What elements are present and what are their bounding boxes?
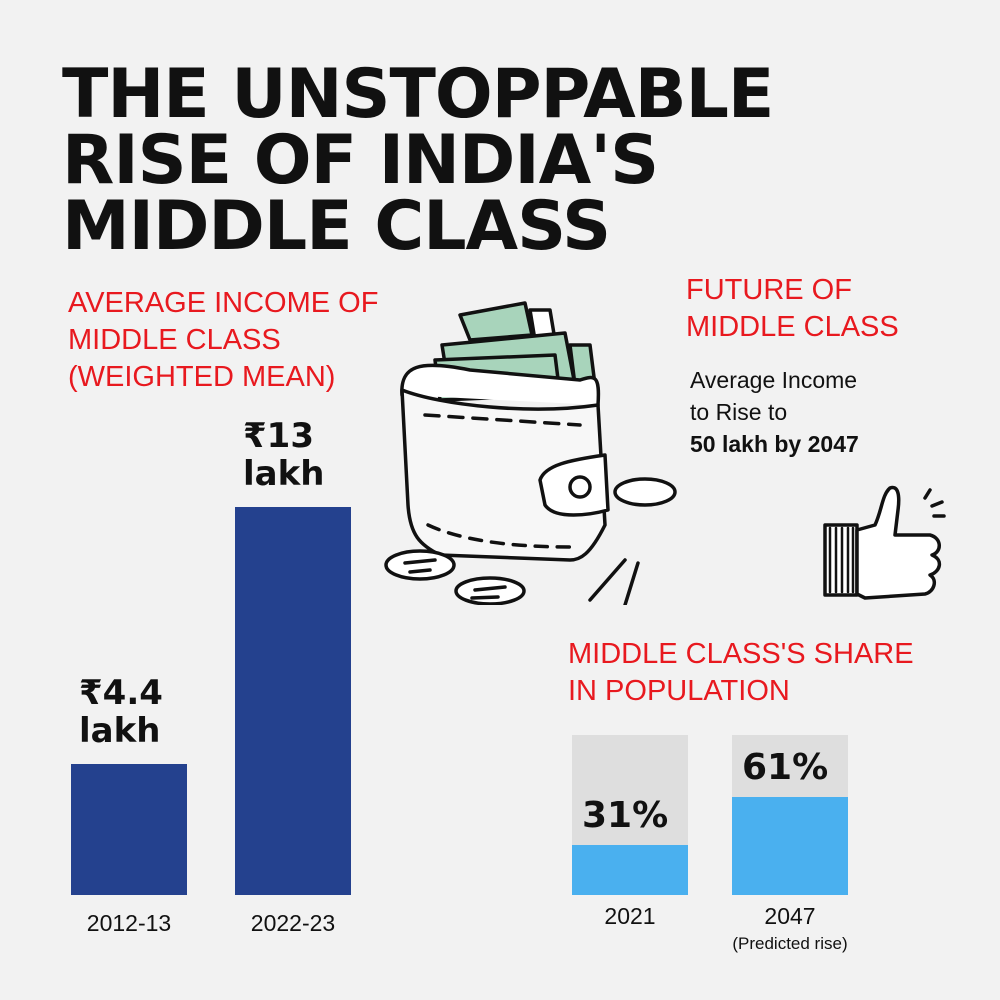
share-category-label: 2021 <box>604 903 656 929</box>
share-value-label: 61% <box>742 747 829 789</box>
future-heading: FUTURE OF MIDDLE CLASS <box>686 272 899 346</box>
share-bar-background <box>572 735 688 895</box>
income-value-label: ₹13 lakh <box>243 417 324 493</box>
future-text-line: to Rise to <box>690 399 788 425</box>
income-bar <box>235 507 351 895</box>
share-value-label: 31% <box>582 795 669 837</box>
income-value-line: lakh <box>243 454 325 494</box>
share-sublabel: (Predicted rise) <box>732 934 848 953</box>
income-value-line: ₹13 <box>243 416 314 456</box>
future-highlight: 50 lakh by 2047 <box>690 431 859 457</box>
title-line: RISE OF INDIA'S <box>62 121 659 200</box>
heading-line: AVERAGE INCOME OF <box>68 287 379 319</box>
heading-line: MIDDLE CLASS'S SHARE <box>568 638 914 670</box>
share-category-label: 2047 <box>764 903 816 929</box>
page-title: THE UNSTOPPABLE RISE OF INDIA'S MIDDLE C… <box>62 55 774 266</box>
share-bar-background <box>732 735 848 895</box>
heading-line: MIDDLE CLASS <box>686 311 899 343</box>
share-heading: MIDDLE CLASS'S SHARE IN POPULATION <box>568 636 914 710</box>
future-text-line: Average Income <box>690 367 858 393</box>
income-category-label: 2012-13 <box>86 910 172 936</box>
income-bar <box>71 763 187 895</box>
income-value-line: ₹4.4 <box>79 672 163 713</box>
share-bar-fill <box>732 797 848 895</box>
wallet-illustration-icon <box>384 301 677 605</box>
heading-line: MIDDLE CLASS <box>68 324 281 356</box>
title-line: THE UNSTOPPABLE <box>62 55 774 134</box>
thumbs-up-icon <box>823 485 946 600</box>
income-heading: AVERAGE INCOME OF MIDDLE CLASS (WEIGHTED… <box>68 285 378 396</box>
heading-line: (WEIGHTED MEAN) <box>68 361 336 393</box>
title-line: MIDDLE CLASS <box>62 187 611 266</box>
future-text: Average Income to Rise to 50 lakh by 204… <box>690 364 859 460</box>
heading-line: IN POPULATION <box>568 675 790 707</box>
income-category-label: 2022-23 <box>250 910 336 936</box>
income-value-line: lakh <box>79 710 161 751</box>
share-bar-fill <box>572 845 688 895</box>
income-value-label: ₹4.4 lakh <box>79 674 163 750</box>
heading-line: FUTURE OF <box>686 274 852 306</box>
